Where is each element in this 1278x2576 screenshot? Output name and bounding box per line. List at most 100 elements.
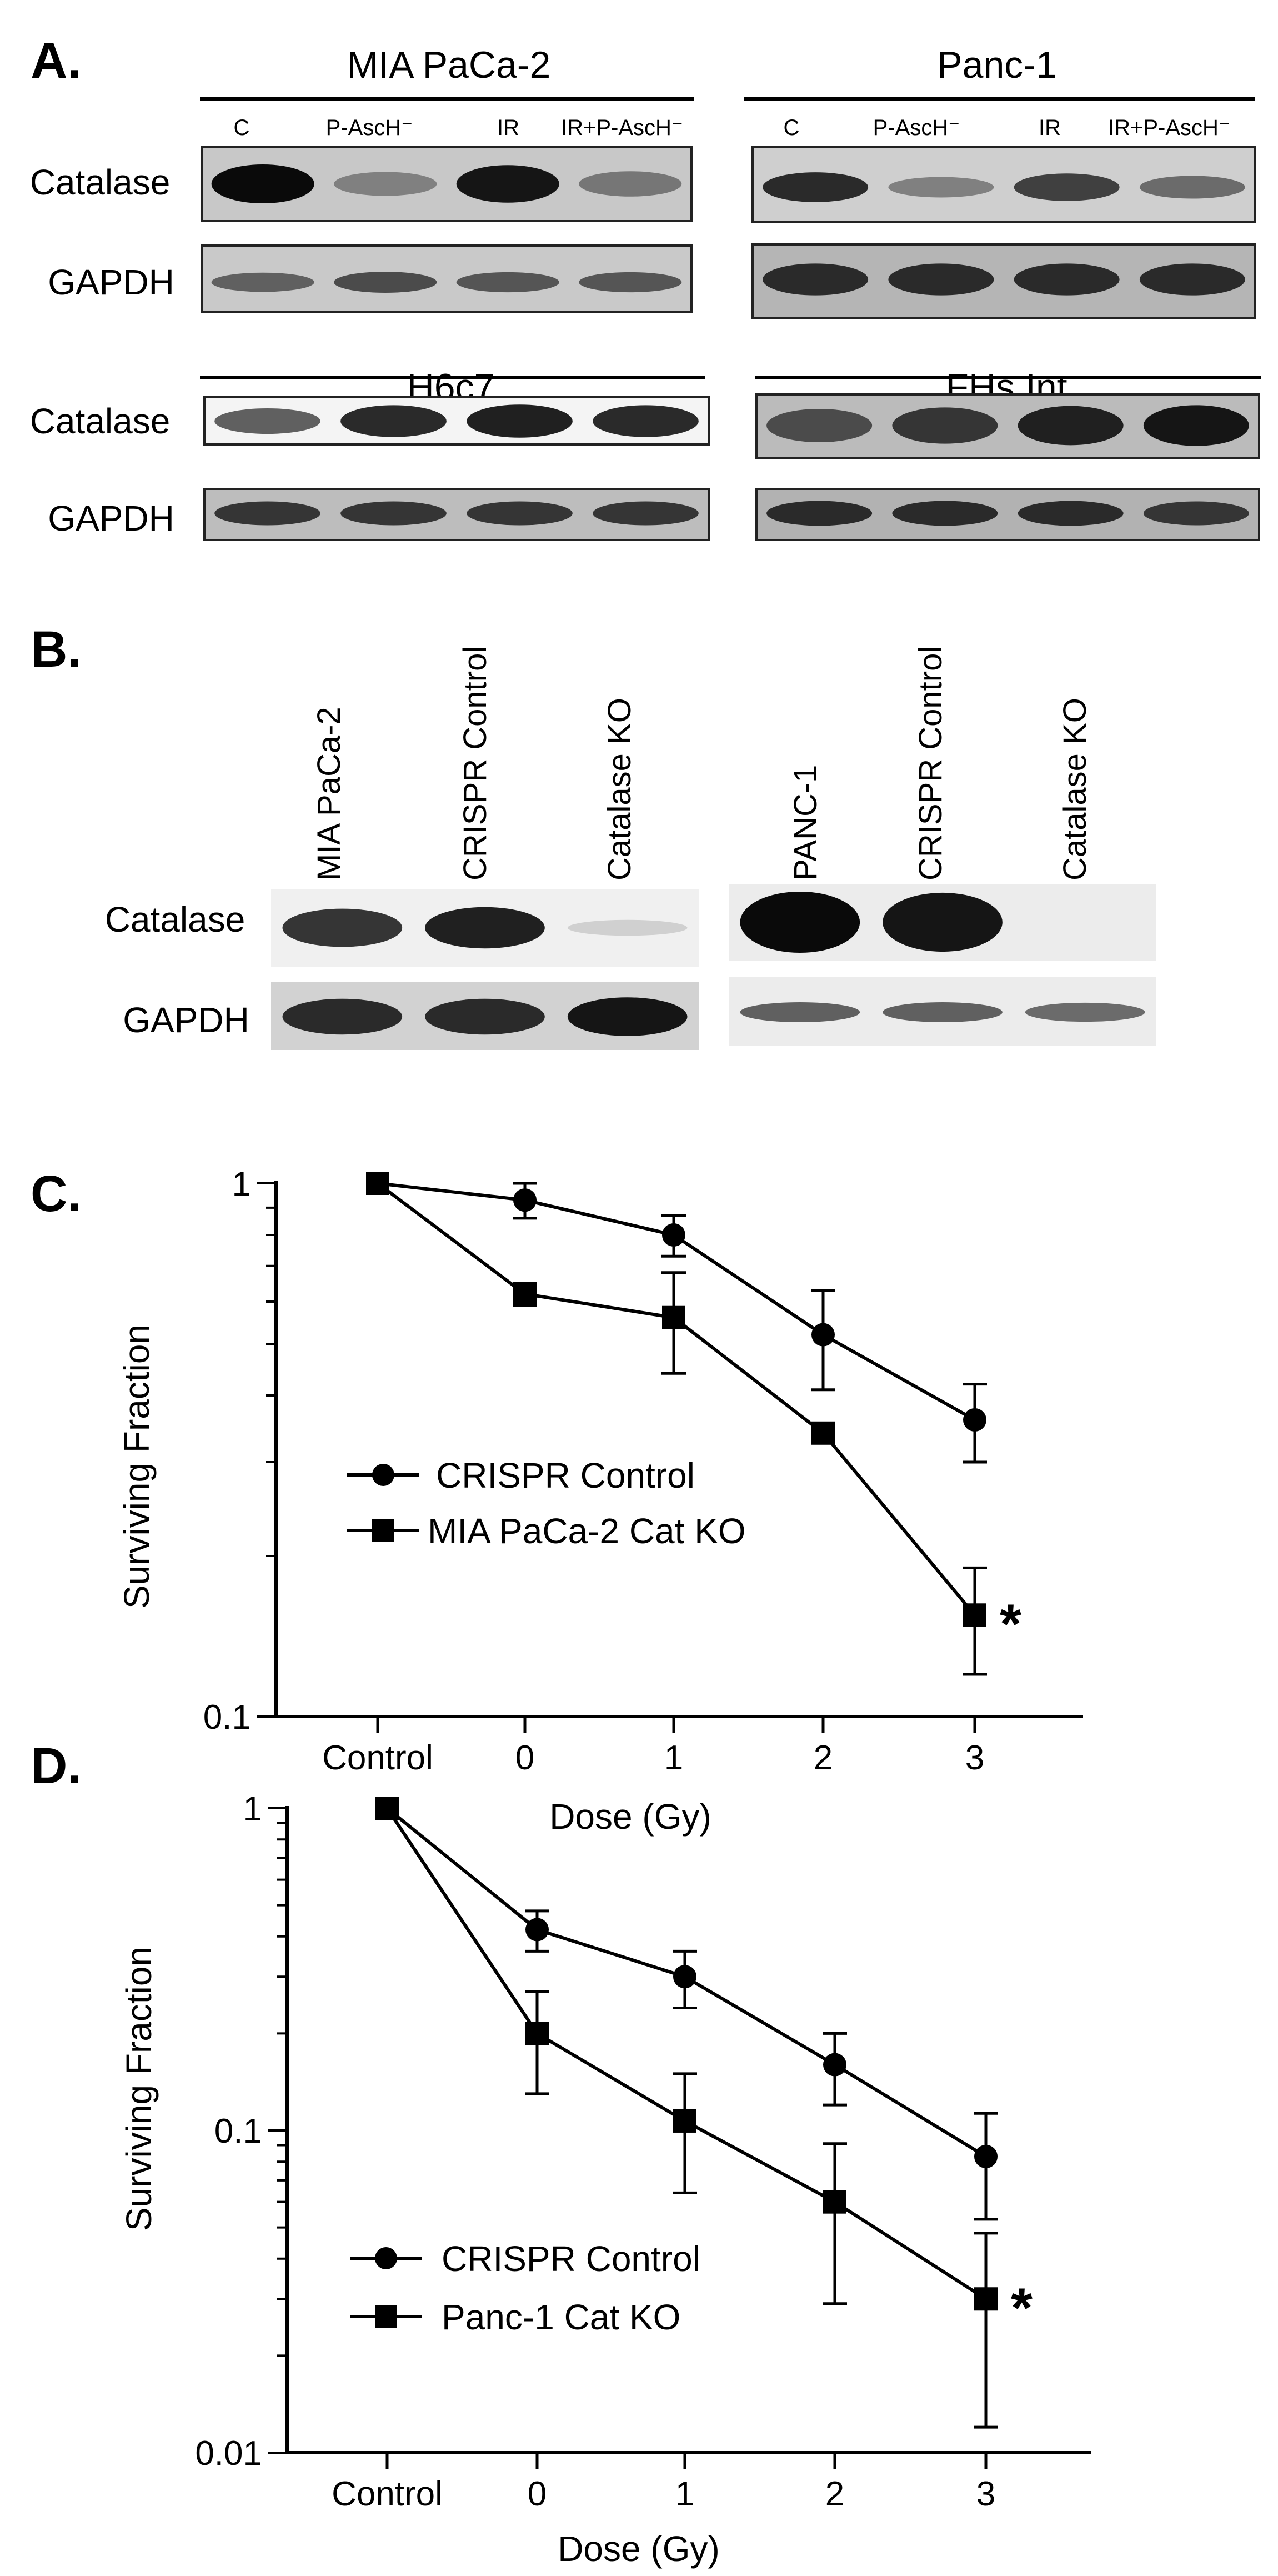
data-point-square [375, 1797, 399, 1820]
blot-band [425, 907, 545, 949]
band-row [211, 164, 682, 203]
row-label-catalase: Catalase [30, 162, 171, 202]
legend-marker-circle [375, 2247, 397, 2269]
blot-band [211, 272, 314, 292]
blot-band [467, 404, 573, 438]
x-tick-label: Control [332, 2475, 443, 2513]
data-point-circle [525, 1918, 549, 1942]
blot-band [282, 908, 403, 947]
y-tick-label: 0.1 [214, 2112, 262, 2150]
y-axis-label: Surviving Fraction [117, 1324, 157, 1609]
data-point-square [366, 1172, 389, 1195]
blot-band [340, 405, 447, 437]
data-point-square [974, 2287, 998, 2311]
band-row [214, 501, 699, 526]
blot-title-panc-1: Panc-1 [937, 44, 1056, 86]
blot-band [593, 405, 699, 437]
blot-band [1014, 263, 1120, 296]
x-axis-label: Dose (Gy) [558, 2529, 720, 2569]
panel-label-b: B. [31, 621, 82, 678]
data-point-circle [513, 1188, 537, 1212]
x-axis-label: Dose (Gy) [549, 1797, 711, 1837]
band-row [740, 892, 1003, 953]
data-point-square [823, 2190, 846, 2214]
y-tick-label: 1 [232, 1165, 251, 1203]
legend-entry-panc-1-cat-ko: Panc-1 Cat KO [442, 2297, 680, 2337]
blot-band [766, 501, 873, 526]
blot-band [892, 407, 998, 444]
data-point-square [525, 2022, 549, 2045]
blot-band [593, 501, 699, 526]
blot-band [567, 919, 688, 936]
y-tick-label: 0.01 [195, 2434, 262, 2473]
legend-marker-circle [372, 1464, 394, 1486]
chart-c-survival-curve: Surviving Fraction Dose (Gy) CRISPR Cont… [117, 1165, 1083, 1837]
blot-band [334, 172, 437, 196]
band-row [740, 1002, 1145, 1022]
row-label-gapdh: GAPDH [123, 1000, 249, 1040]
band-row [211, 272, 682, 293]
blot-title-mia-paca-2: MIA PaCa-2 [347, 44, 551, 86]
y-axis-label: Surviving Fraction [119, 1947, 159, 2231]
blot-band [740, 1002, 860, 1022]
row-label-gapdh: GAPDH [48, 498, 174, 538]
blot-band [211, 164, 314, 203]
band-row [282, 997, 688, 1036]
blot-band [888, 263, 994, 296]
data-point-square [673, 2109, 696, 2133]
y-tick-label: 0.1 [203, 1698, 251, 1737]
band-row [766, 501, 1249, 526]
data-point-square [513, 1282, 537, 1306]
data-point-circle [823, 2053, 846, 2077]
blot-band [1139, 176, 1245, 199]
series-line [377, 1182, 976, 1422]
data-point-square [811, 1421, 835, 1445]
x-tick-label: 3 [976, 2475, 995, 2513]
lane-label-catalase-ko: Catalase KO [602, 698, 638, 881]
data-point-circle [662, 1223, 685, 1247]
lane-label-mia-paca-2: MIA PaCa-2 [311, 707, 347, 881]
blot-band [740, 892, 860, 953]
data-point-circle [963, 1408, 986, 1432]
blot-band [1014, 173, 1120, 201]
legend: CRISPR Control Panc-1 Cat KO [350, 2239, 700, 2337]
lane-label-catalase-ko: Catalase KO [1057, 698, 1093, 881]
row-label-gapdh: GAPDH [48, 262, 174, 302]
blot-band [334, 272, 437, 293]
significance-asterisk: * [1011, 2277, 1033, 2339]
band-row [763, 263, 1245, 296]
x-tick-label: 1 [664, 1739, 683, 1777]
x-tick-label: Control [322, 1739, 433, 1777]
lane-label-crispr-control: CRISPR Control [913, 646, 949, 881]
legend: CRISPR Control MIA PaCa-2 Cat KO [347, 1455, 746, 1551]
blot-band [282, 998, 403, 1035]
blot-band [892, 501, 998, 526]
blot-band [579, 171, 682, 197]
x-tick-label: 0 [528, 2475, 547, 2513]
panel-a-western-blots: MIA PaCa-2 Panc-1 H6c7 FHs Int C P-AscH⁻… [30, 44, 1261, 541]
data-point-circle [974, 2144, 998, 2168]
lane-label-ir: IR [1039, 116, 1061, 140]
data-point-circle [673, 1965, 696, 1989]
blot-band [1018, 406, 1124, 446]
lane-label-ir-p-asch: IR+P-AscH⁻ [561, 116, 683, 140]
x-tick-label: 0 [515, 1739, 534, 1777]
band-row [766, 405, 1249, 446]
blot-band [1018, 501, 1124, 526]
blot-band [1143, 405, 1249, 446]
legend-marker-square [375, 2305, 397, 2328]
blot-band [1143, 501, 1249, 526]
chart-d-survival-curve: Surviving Fraction Dose (Gy) CRISPR Cont… [119, 1790, 1091, 2569]
row-label-catalase: Catalase [105, 899, 245, 939]
lane-label-p-asch: P-AscH⁻ [326, 116, 413, 140]
blot-band [883, 892, 1003, 952]
data-point-square [963, 1603, 986, 1627]
blot-band [763, 263, 869, 296]
blot-band [456, 272, 559, 293]
blot-band [425, 998, 545, 1035]
lane-label-c: C [234, 116, 250, 140]
band-row [763, 172, 1245, 202]
blot-band [766, 408, 873, 443]
blot-band [340, 501, 447, 526]
band-row [282, 907, 688, 949]
